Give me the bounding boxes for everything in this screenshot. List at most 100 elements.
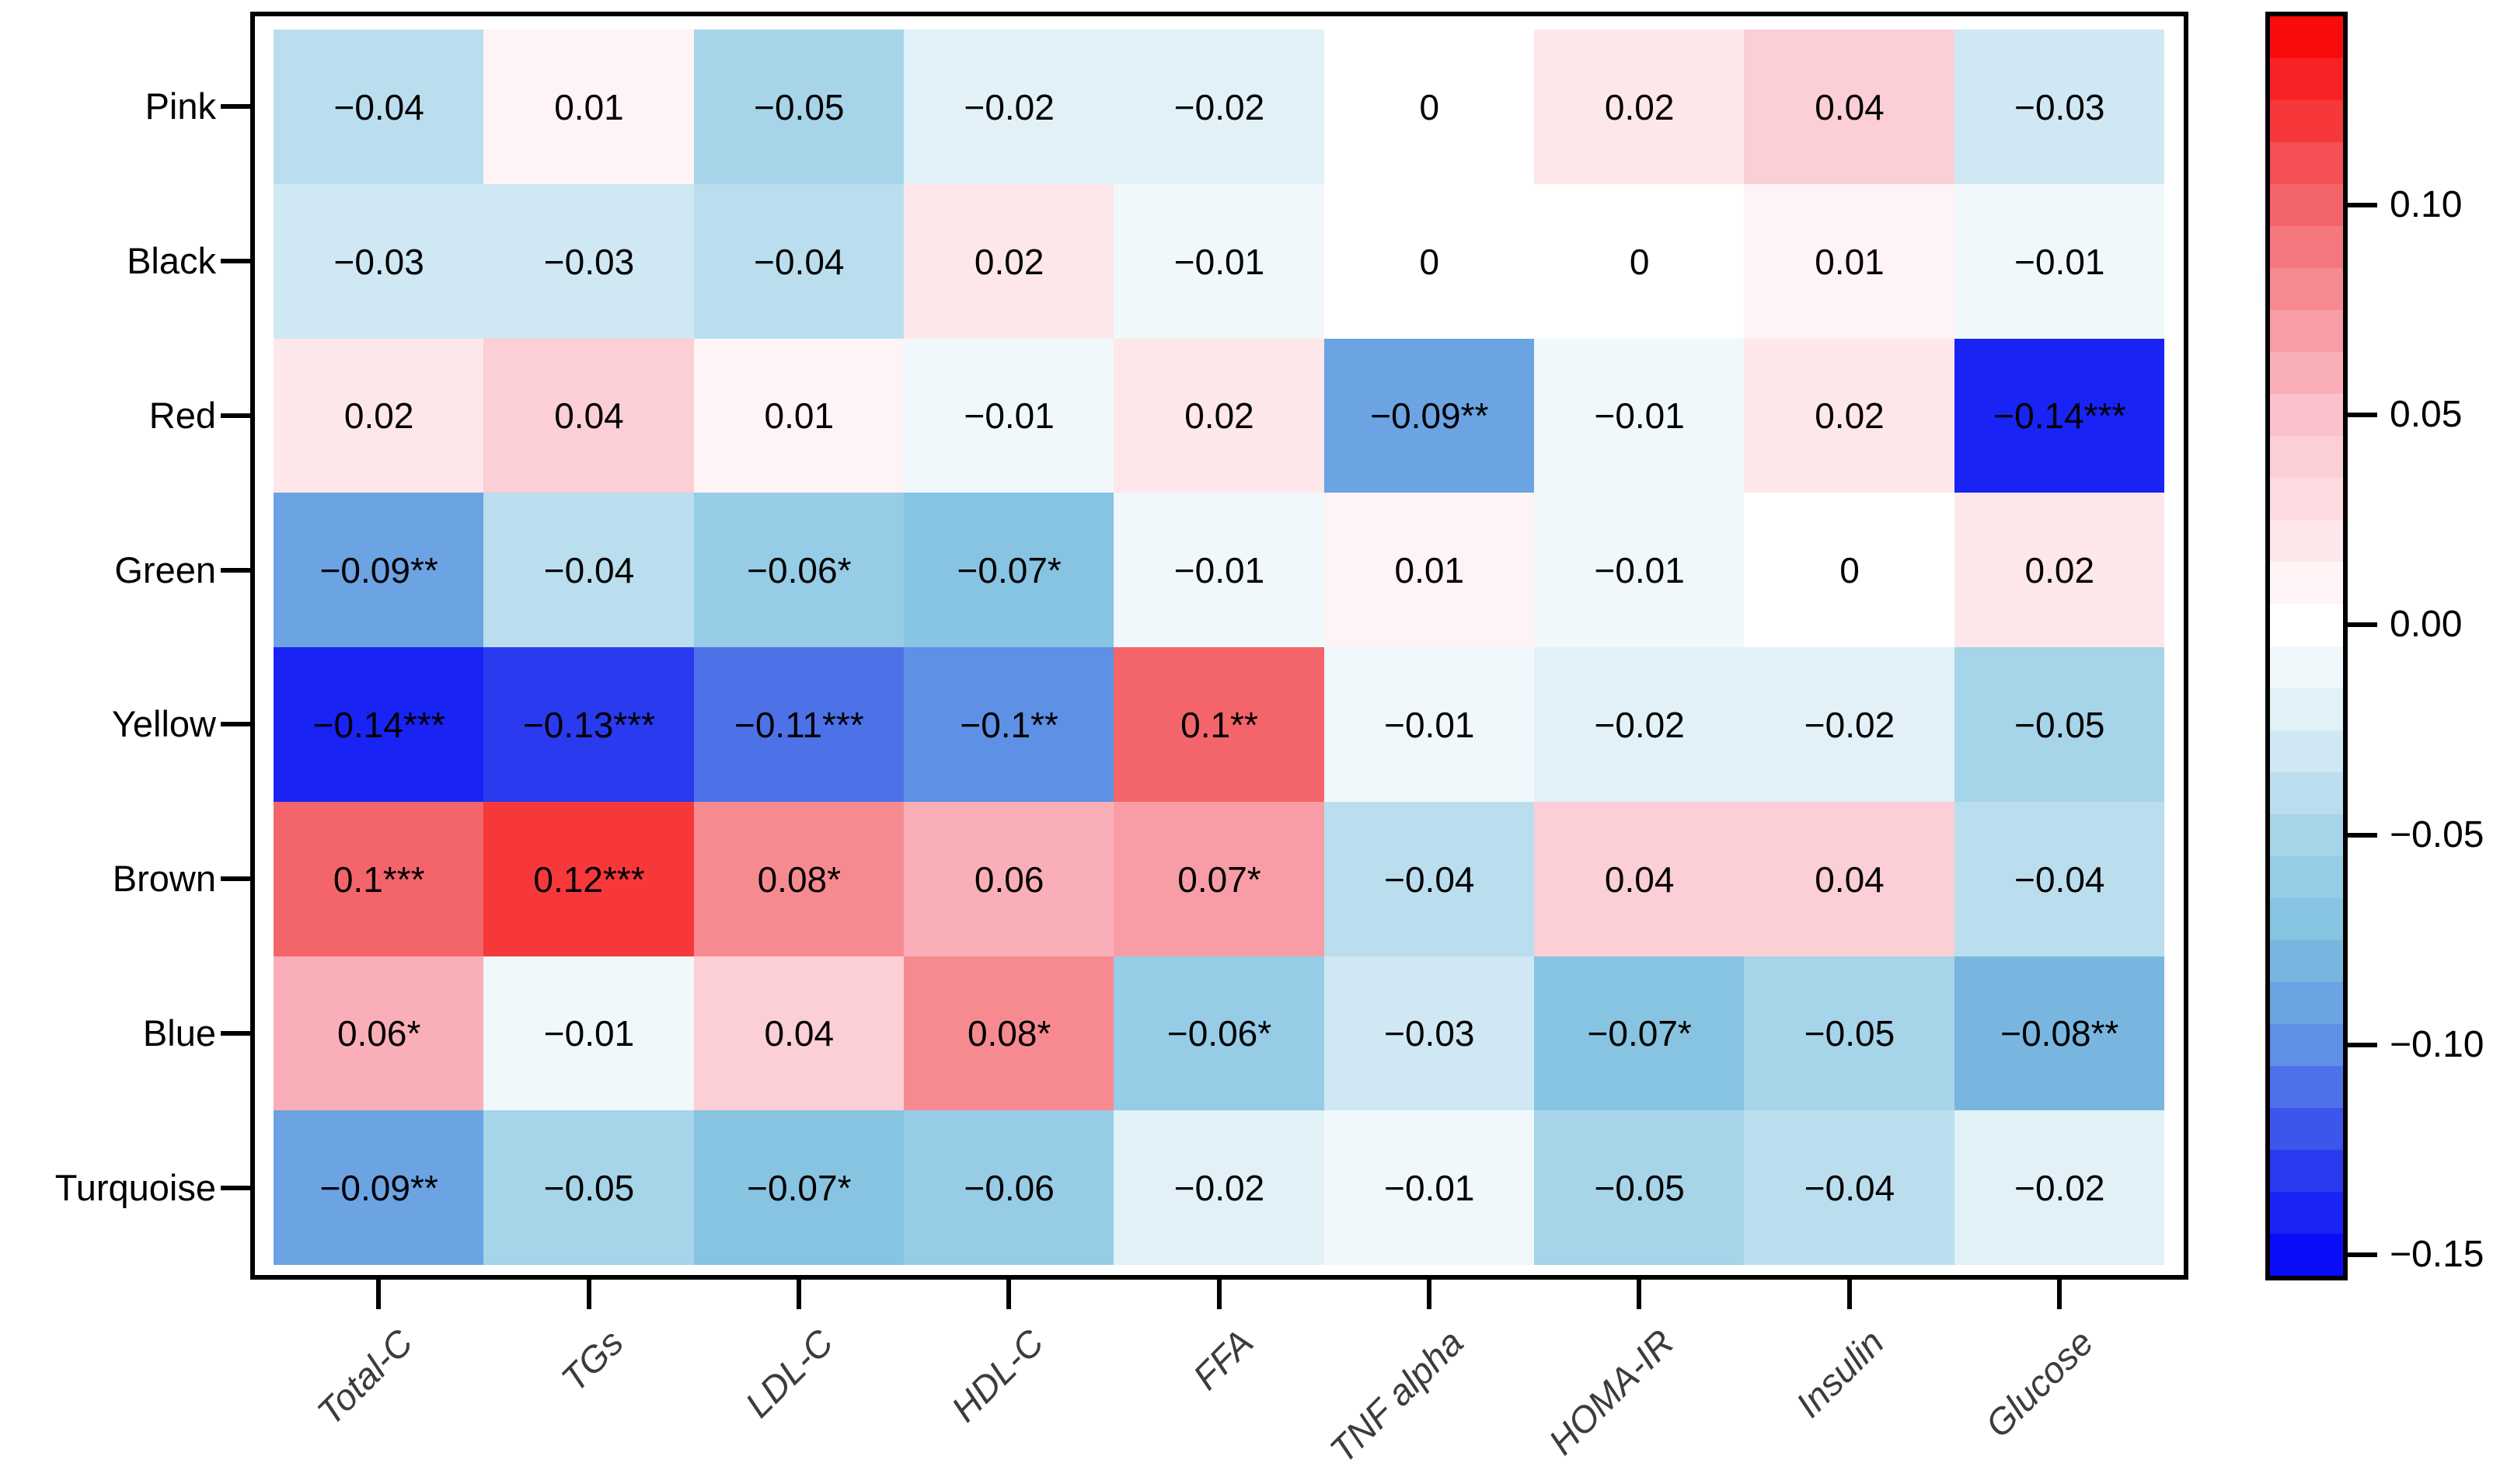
cell-value: 0.06 xyxy=(974,859,1044,900)
heatmap-cell: 0.01 xyxy=(483,30,695,185)
colorbar-band xyxy=(2270,520,2343,563)
cell-value: 0.07* xyxy=(1177,859,1261,900)
cell-value: 0.1** xyxy=(1180,704,1258,745)
colorbar-band xyxy=(2270,1191,2343,1235)
cell-value: 0.02 xyxy=(1815,395,1885,437)
y-axis-tick xyxy=(221,413,250,418)
heatmap-cell: −0.06 xyxy=(904,1110,1115,1265)
x-axis-tick xyxy=(796,1280,801,1309)
heatmap-cell: −0.14*** xyxy=(274,647,485,803)
colorbar-band xyxy=(2270,981,2343,1025)
cell-value: 0 xyxy=(1629,241,1650,282)
x-axis-tick xyxy=(376,1280,382,1309)
heatmap-cell: −0.03 xyxy=(1954,30,2164,185)
heatmap-cell: −0.02 xyxy=(1744,647,1955,803)
cell-value: 0.12*** xyxy=(533,859,645,900)
heatmap-cell: −0.01 xyxy=(1954,183,2164,340)
row-label: Yellow xyxy=(111,703,216,745)
heatmap-cell: 0.04 xyxy=(693,956,905,1112)
y-axis-tick xyxy=(221,104,250,110)
cell-value: −0.02 xyxy=(1173,86,1265,127)
colorbar-tick xyxy=(2348,413,2377,418)
heatmap-cell: 0.07* xyxy=(1114,801,1325,957)
cell-value: −0.04 xyxy=(754,241,845,282)
heatmap-cell: −0.07* xyxy=(693,1110,905,1265)
heatmap-cell: 0.04 xyxy=(1744,801,1955,957)
cell-value: 0.06* xyxy=(336,1013,421,1054)
x-axis-tick xyxy=(586,1280,591,1309)
cell-value: −0.07* xyxy=(747,1168,852,1209)
cell-value: −0.01 xyxy=(964,395,1055,437)
colorbar-band xyxy=(2270,58,2343,102)
cell-value: −0.02 xyxy=(2014,1168,2105,1209)
cell-value: −0.01 xyxy=(1594,395,1685,437)
cell-value: 0 xyxy=(1419,86,1440,127)
cell-value: −0.13*** xyxy=(522,704,656,745)
heatmap-cell: 0 xyxy=(1323,183,1535,340)
cell-value: 0.02 xyxy=(2024,550,2095,591)
colorbar-tick xyxy=(2348,832,2377,838)
cell-value: −0.09** xyxy=(319,550,438,591)
cell-value: −0.05 xyxy=(2014,704,2105,745)
heatmap-cell: −0.11*** xyxy=(693,647,905,803)
cell-value: −0.11*** xyxy=(734,704,864,745)
heatmap-cell: −0.08** xyxy=(1954,956,2164,1112)
colorbar-band xyxy=(2270,939,2343,983)
column-label: LDL-C xyxy=(737,1321,842,1426)
cell-value: −0.01 xyxy=(1384,704,1475,745)
heatmap-cell: 0.01 xyxy=(693,338,905,494)
heatmap-cell: −0.04 xyxy=(483,493,695,648)
heatmap-cell: 0.06 xyxy=(904,801,1115,957)
cell-value: −0.07* xyxy=(957,550,1062,591)
heatmap-cell: 0.02 xyxy=(1114,338,1325,494)
heatmap-cell: 0.08* xyxy=(904,956,1115,1112)
plot-border xyxy=(250,12,2188,1280)
colorbar-band xyxy=(2270,478,2343,521)
cell-value: −0.01 xyxy=(1594,550,1685,591)
x-axis-tick xyxy=(1426,1280,1431,1309)
heatmap-cell: −0.06* xyxy=(693,493,905,648)
heatmap-cell: −0.09** xyxy=(1323,338,1535,494)
row-label: Brown xyxy=(112,858,216,900)
heatmap-cell: 0.1*** xyxy=(274,801,485,957)
heatmap-cell: −0.02 xyxy=(1114,1110,1325,1265)
heatmap-cell: −0.03 xyxy=(1323,956,1535,1112)
colorbar-band xyxy=(2270,562,2343,605)
y-axis-tick xyxy=(221,876,250,882)
heatmap-cell: −0.13*** xyxy=(483,647,695,803)
cell-value: 0.01 xyxy=(1815,241,1885,282)
heatmap-cell: −0.1** xyxy=(904,647,1115,803)
row-label: Green xyxy=(114,549,216,590)
x-axis-tick xyxy=(2056,1280,2062,1309)
cell-value: 0.01 xyxy=(1394,550,1465,591)
heatmap-cell: −0.05 xyxy=(693,30,905,185)
heatmap-cell: 0.02 xyxy=(1744,338,1955,494)
colorbar-band xyxy=(2270,352,2343,395)
cell-value: −0.06* xyxy=(747,550,852,591)
colorbar-band xyxy=(2270,1023,2343,1067)
row-label: Blue xyxy=(142,1012,216,1054)
cell-value: 0.04 xyxy=(1815,859,1885,900)
y-axis-tick xyxy=(221,1030,250,1036)
heatmap-cell: 0.02 xyxy=(904,183,1115,340)
row-label: Black xyxy=(127,240,216,282)
colorbar-band xyxy=(2270,268,2343,312)
cell-value: −0.01 xyxy=(1173,241,1265,282)
heatmap-cell: −0.04 xyxy=(1744,1110,1955,1265)
cell-value: 0.02 xyxy=(343,395,414,437)
colorbar-border xyxy=(2265,12,2348,1280)
colorbar-band xyxy=(2270,226,2343,270)
cell-value: −0.03 xyxy=(333,241,424,282)
cell-value: 0.01 xyxy=(554,86,624,127)
y-axis-tick xyxy=(221,722,250,727)
colorbar-gradient xyxy=(2270,16,2343,1276)
cell-value: −0.03 xyxy=(2014,86,2105,127)
cell-value: −0.03 xyxy=(1384,1013,1475,1054)
cell-value: −0.02 xyxy=(964,86,1055,127)
colorbar-band xyxy=(2270,1065,2343,1109)
colorbar-band xyxy=(2270,16,2343,60)
cell-value: −0.06* xyxy=(1166,1013,1272,1054)
heatmap-cell: 0.04 xyxy=(1744,30,1955,185)
cell-value: −0.04 xyxy=(1804,1168,1895,1209)
